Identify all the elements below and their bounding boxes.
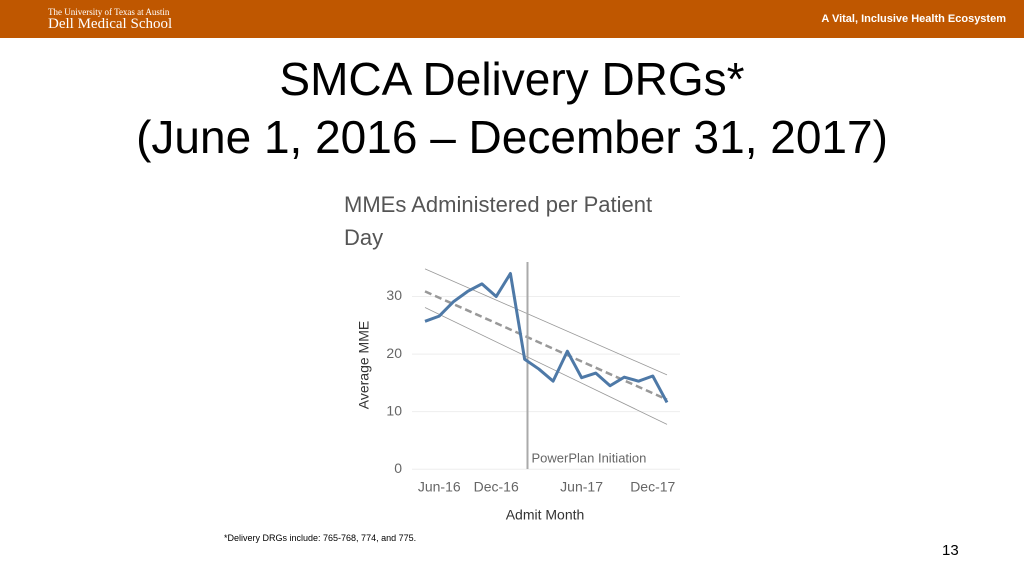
university: The University of Texas at Austin [48,7,170,17]
y-tick-label: 30 [386,287,402,303]
trend-line [424,307,668,425]
trend-line [424,268,668,376]
trend-line [424,290,668,401]
tagline: A Vital, Inclusive Health Ecosystem [821,13,1006,25]
x-tick-label: Dec-16 [474,479,519,495]
header-bar [0,0,1024,38]
y-axis-label: Average MME [356,321,372,409]
school: Dell Medical School [48,16,173,32]
y-tick-label: 20 [386,345,402,361]
x-tick-label: Jun-17 [560,479,603,495]
slide-title: (June 1, 2016 – December 31, 2017) [136,111,888,163]
y-tick-label: 0 [394,460,402,476]
reference-label: PowerPlan Initiation [531,450,646,465]
x-tick-label: Dec-17 [630,479,675,495]
footnote: *Delivery DRGs include: 765-768, 774, an… [224,533,417,543]
data-line [424,272,669,404]
chart-title: MMEs Administered per Patient Day [344,192,653,250]
slide-title: SMCA Delivery DRGs* [279,53,745,105]
y-tick-label: 10 [386,402,402,418]
x-tick-label: Jun-16 [418,479,461,495]
page-number: 13 [942,542,959,559]
x-axis-label: Admit Month [506,507,585,523]
